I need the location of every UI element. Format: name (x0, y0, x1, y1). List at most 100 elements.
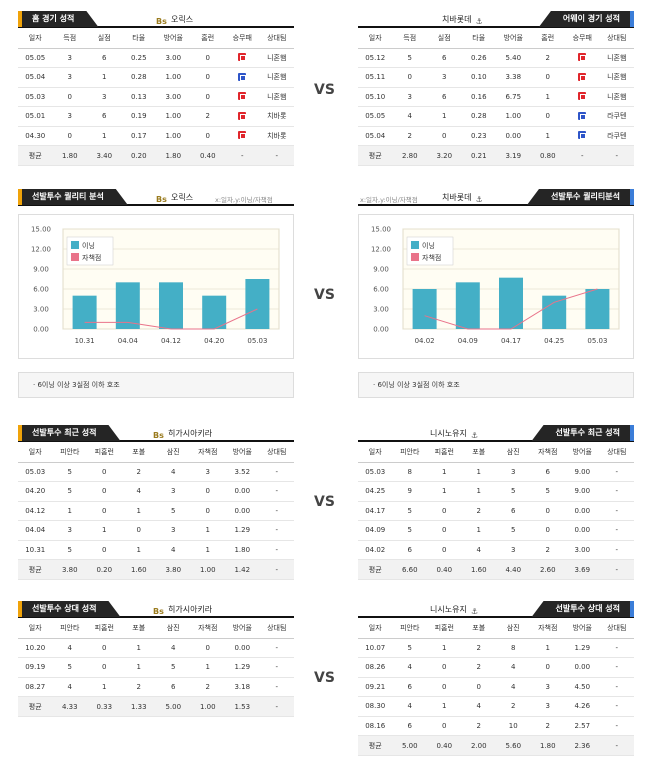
table-cell: 1.00 (190, 696, 225, 717)
table-cell: 3 (156, 520, 191, 541)
column-header: 득점 (392, 28, 427, 49)
table-cell: 1 (427, 696, 462, 717)
home-record-panel: 홈 경기 성적 Bs 오릭스 일자 득점 실점 타율 방어율 홈런 승무패 상대팀 05.05 3 6… (18, 10, 294, 166)
table-cell: 5.00 (392, 735, 427, 756)
y-tick-label: 12.00 (31, 246, 51, 254)
table-row: 04.30 0 1 0.17 1.00 0 치바롯 (18, 126, 294, 146)
table-cell: 1.80 (156, 145, 191, 166)
panel-header: 선발투수 상대 성적 Bs 히가시아키라 (18, 600, 294, 618)
table-cell: 4 (392, 106, 427, 127)
bar (115, 282, 140, 329)
table-cell: 1 (530, 638, 565, 658)
panel-header: x:일자,y:이닝/자책점 치바롯데 ⚓ 선발투수 퀄리티분석 (358, 188, 634, 206)
table-cell: 1.80 (530, 735, 565, 756)
table-cell: 0.40 (427, 735, 462, 756)
table-cell: 2 (461, 716, 496, 736)
y-tick-label: 6.00 (373, 286, 389, 294)
team-name: 치바롯데 ⚓ (442, 192, 490, 205)
table-cell: 2 (530, 48, 565, 68)
quality-chart-right: 0.00 3.00 6.00 9.00 12.00 15.00 04.02 04.09 04.1… (371, 226, 620, 345)
table-cell: 6 (392, 677, 427, 697)
table-cell: - (599, 696, 634, 717)
column-header: 타율 (461, 28, 496, 49)
panel-header: 니시노유지 ⚓ 선발투수 최근 성적 (358, 424, 634, 442)
table-cell: - (599, 657, 634, 678)
table-cell: 3.52 (225, 462, 260, 482)
table-row: 04.20 5 0 4 3 0 0.00- (18, 481, 294, 502)
table-row: 05.05 3 6 0.25 3.00 0 니혼햄 (18, 48, 294, 68)
recent-right-panel: 니시노유지 ⚓ 선발투수 최근 성적 일자 피안타 피홈런 포볼 삼진 자책점 방어율 상대팀 0… (358, 424, 634, 580)
table-cell: 0 (52, 87, 87, 107)
average-row: 평균 4.33 0.33 1.33 5.00 1.00 1.53- (18, 696, 294, 717)
table-cell: 3.00 (156, 48, 191, 68)
result-badge (225, 48, 260, 68)
table-cell: 05.05 (358, 106, 393, 127)
table-cell: 04.02 (358, 540, 393, 560)
table-cell: 9 (392, 481, 427, 502)
table-cell: 6 (392, 540, 427, 560)
table-row: 05.12 5 6 0.26 5.40 2 니혼햄 (358, 48, 634, 68)
table-cell: 0 (87, 481, 122, 502)
table-cell: 1 (87, 126, 122, 146)
result-badge (565, 87, 600, 107)
table-cell: 1.80 (225, 540, 260, 560)
x-tick-label: 04.25 (544, 337, 564, 345)
team-name: Bs 히가시아키라 (153, 429, 213, 440)
column-header: 방어율 (496, 28, 531, 49)
table-cell: 3 (530, 696, 565, 717)
panel-tab: 선발투수 상대 성적 (18, 601, 120, 617)
table-cell: 5 (52, 481, 87, 502)
column-header: 승무패 (565, 28, 600, 49)
table-cell: 04.30 (18, 126, 53, 146)
table-row: 05.11 0 3 0.10 3.38 0 니혼햄 (358, 67, 634, 88)
table-cell: - (599, 540, 634, 560)
table-cell: - (259, 481, 294, 502)
column-header: 실점 (87, 28, 122, 49)
table-cell: 2.60 (530, 559, 565, 580)
table-cell: 4 (156, 638, 191, 658)
loss-icon (238, 92, 247, 101)
table-cell: 1 (190, 540, 225, 560)
table-cell: 1.53 (225, 696, 260, 717)
column-header: 홈런 (190, 28, 225, 49)
recent-left-panel: 선발투수 최근 성적 Bs 히가시아키라 일자 피안타 피홈런 포볼 삼진 자책점 방어율 상대… (18, 424, 294, 580)
table-cell: 1 (530, 126, 565, 146)
table-cell: - (259, 696, 294, 717)
table-row: 05.04 3 1 0.28 1.00 0 니혼햄 (18, 67, 294, 88)
table-cell: 4 (52, 677, 87, 697)
table-cell: 0 (190, 87, 225, 107)
table-row: 05.05 4 1 0.28 1.00 0 라쿠텐 (358, 106, 634, 127)
table-cell: 평균 (18, 145, 53, 166)
table-cell: - (565, 145, 600, 166)
table-cell: 04.09 (358, 520, 393, 541)
table-cell: 10.31 (18, 540, 53, 560)
table-cell: 3.40 (87, 145, 122, 166)
table-row: 05.03 5 0 2 4 3 3.52- (18, 462, 294, 482)
table-cell: 2 (190, 677, 225, 697)
table-cell: 0 (121, 520, 156, 541)
column-header: 피안타 (392, 618, 427, 639)
column-header: 일자 (358, 442, 393, 463)
table-row: 08.16 6 0 2 10 2 2.57- (358, 716, 634, 736)
column-header: 포볼 (461, 618, 496, 639)
buffaloes-logo-icon: Bs (153, 607, 164, 616)
table-cell: 니혼햄 (259, 67, 294, 88)
table-cell: 0.00 (496, 126, 531, 146)
table-cell: 6.75 (496, 87, 531, 107)
series-line (424, 288, 598, 330)
table-cell: 3 (87, 87, 122, 107)
table-cell: 2 (461, 657, 496, 678)
x-tick-label: 05.03 (587, 337, 607, 345)
chart-note: · 6이닝 이상 3실점 이하 호조 (358, 372, 634, 398)
table-cell: - (599, 520, 634, 541)
table-cell: 4 (392, 657, 427, 678)
table-cell: - (259, 657, 294, 678)
table-cell: 08.26 (358, 657, 393, 678)
table-cell: 0.00 (225, 481, 260, 502)
table-cell: 05.03 (18, 462, 53, 482)
table-cell: 04.04 (18, 520, 53, 541)
table-row: 04.04 3 1 0 3 1 1.29- (18, 520, 294, 541)
bar (245, 279, 270, 329)
table-cell: 0.80 (530, 145, 565, 166)
